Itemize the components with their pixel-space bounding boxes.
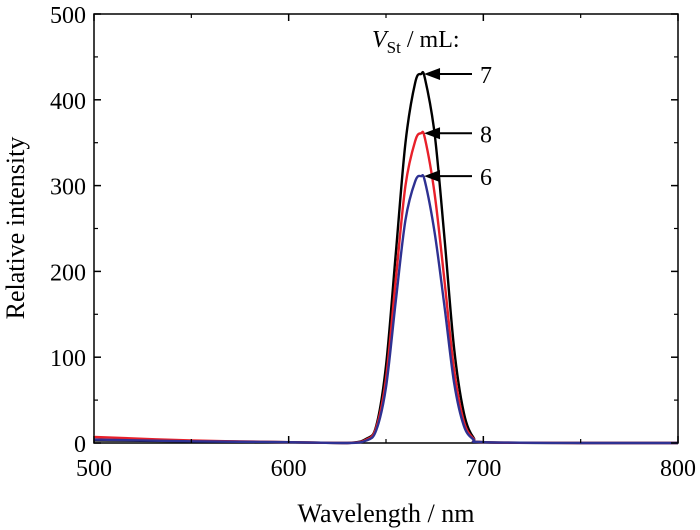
y-tick-label: 500: [50, 3, 86, 29]
series-annotation-6: 6: [424, 165, 492, 191]
annotation-arrowhead: [424, 68, 441, 81]
series-annotation-8: 8: [424, 122, 492, 148]
annotation-arrowhead: [424, 127, 441, 140]
series-line-8: [93, 130, 678, 445]
x-tick-label: 700: [465, 456, 501, 482]
y-tick-label: 400: [50, 89, 86, 115]
x-axis-label: Wavelength / nm: [298, 499, 475, 528]
annotation-arrowhead: [424, 170, 441, 183]
legend-title-subscript: St: [387, 38, 401, 57]
y-tick-label: 200: [50, 260, 86, 286]
y-axis-label: Relative intensity: [1, 137, 30, 320]
y-tick-label: 300: [50, 175, 86, 201]
series-line-6: [93, 173, 678, 445]
legend-layer: 7 8 6: [424, 63, 492, 191]
y-tick-label: 100: [50, 346, 86, 372]
series-annotation-7: 7: [424, 63, 492, 89]
legend-title-variable: V: [372, 27, 389, 53]
series-label-6: 6: [480, 165, 492, 191]
x-tick-label: 600: [271, 456, 307, 482]
x-tick-label: 800: [660, 456, 696, 482]
tick-layer: 500 600 700 800 0 100 200 300 400 500: [50, 3, 696, 482]
series-label-8: 8: [480, 122, 492, 148]
legend-title: VSt / mL:: [372, 27, 460, 57]
x-tick-label: 500: [76, 456, 112, 482]
series-label-7: 7: [480, 63, 492, 89]
legend-title-unit: / mL:: [401, 27, 460, 53]
y-tick-label: 0: [74, 432, 86, 458]
series-layer: [93, 70, 678, 445]
